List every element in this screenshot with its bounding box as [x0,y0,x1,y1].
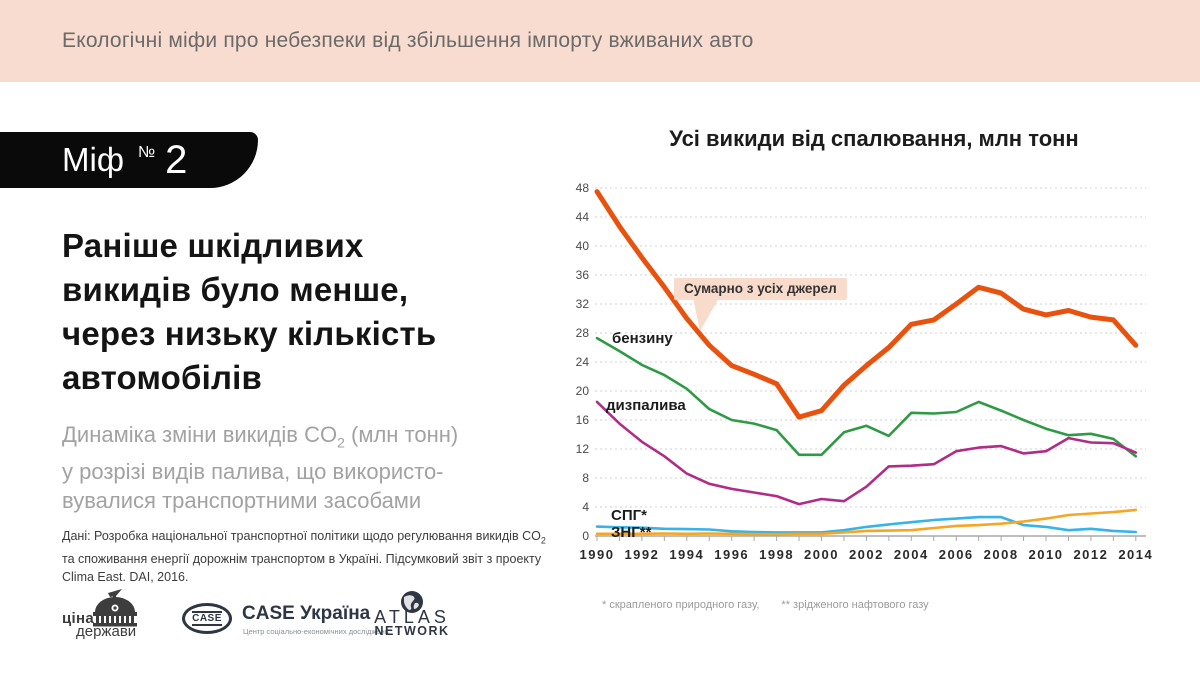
co2-subscript: 2 [337,434,345,451]
tsina-logo-line-2: держави [76,623,137,640]
svg-text:48: 48 [576,181,590,195]
svg-text:2008: 2008 [984,547,1019,562]
myth-badge-word: Міф [62,141,124,178]
tsina-logo-line-1: ціна [62,610,94,627]
atlas-logo-line-1: ATLAS [374,607,450,627]
svg-text:2004: 2004 [894,547,929,562]
chart-footnote: * скрапленого природного газу, ** зріджен… [602,599,929,611]
svg-text:4: 4 [582,500,589,514]
svg-text:40: 40 [576,239,590,253]
svg-text:1998: 1998 [759,547,794,562]
series-label-cng: СПГ* [611,507,647,524]
svg-text:16: 16 [576,413,590,427]
case-ukraine-logo: CASE CASE Україна Центр соціально-економ… [182,600,412,640]
chart-title: Усі викиди від спалювання, млн тонн [669,126,1079,151]
series-label-gasoline: бензину [612,330,673,347]
svg-text:2006: 2006 [939,547,974,562]
source-line-2: та споживання енергії дорожнім транспорт… [62,551,542,566]
svg-text:1990: 1990 [580,547,615,562]
headline: Раніше шкідливих викидів було менше, чер… [62,224,532,400]
headline-line-3: через низьку кількість [62,315,437,352]
subtitle-line-1: Динаміка зміни викидів CO2 (млн тонн) [62,422,459,451]
footnote-lpg: ** зрідженого нафтового газу [781,599,929,611]
series-label-lpg: ЗНГ** [611,524,652,541]
data-source-note: Дані: Розробка національної транспортної… [62,527,552,586]
svg-text:12: 12 [576,442,590,456]
svg-text:0: 0 [582,529,589,543]
headline-line-4: автомобілів [62,359,262,396]
svg-text:2000: 2000 [804,547,839,562]
total-series-callout: Сумарно з усіх джерел [674,278,847,300]
parliament-dome-icon [93,589,137,627]
svg-text:44: 44 [576,210,590,224]
source-line-3: Clima East. DAI, 2016. [62,569,189,584]
myth-badge-number: 2 [165,137,188,182]
svg-text:2002: 2002 [849,547,884,562]
chart-description: Динаміка зміни викидів CO2 (млн тонн) у … [62,420,542,515]
myth-badge-numero: № [137,144,156,161]
header-title: Екологічні міфи про небезпеки від збільш… [62,29,754,52]
svg-text:2010: 2010 [1029,547,1064,562]
myth-badge: Міф № 2 [0,132,258,188]
series-label-diesel: дизпалива [606,397,686,414]
svg-text:28: 28 [576,326,590,340]
globe-icon [401,591,423,613]
subtitle-line-2: у розрізі видів палива, що використо- [62,459,444,485]
case-oval-icon: CASE [182,603,232,634]
svg-text:2012: 2012 [1073,547,1108,562]
subtitle-line-3: вувалися транспортними засобами [62,488,422,514]
svg-text:32: 32 [576,297,590,311]
atlas-network-logo: ATLAS NETWORK [372,590,452,640]
svg-text:8: 8 [582,471,589,485]
svg-text:1994: 1994 [669,547,704,562]
svg-text:36: 36 [576,268,590,282]
tsina-derzhavy-logo: ціна держави [60,588,180,640]
source-line-1: Дані: Розробка національної транспортної… [62,529,546,546]
case-logo-title: CASE Україна [242,603,371,624]
svg-text:1996: 1996 [714,547,749,562]
headline-line-1: Раніше шкідливих [62,227,364,264]
svg-text:1992: 1992 [624,547,659,562]
header-bar: Екологічні міфи про небезпеки від збільш… [0,0,1200,82]
svg-text:20: 20 [576,384,590,398]
atlas-logo-line-2: NETWORK [374,624,450,638]
svg-text:24: 24 [576,355,590,369]
svg-text:2014: 2014 [1118,547,1153,562]
headline-line-2: викидів було менше, [62,271,409,308]
footnote-cng: * скрапленого природного газу, [602,599,760,611]
case-logo-subtitle: Центр соціально-економічних досліджень [243,627,389,636]
co2-subscript: 2 [540,535,546,546]
